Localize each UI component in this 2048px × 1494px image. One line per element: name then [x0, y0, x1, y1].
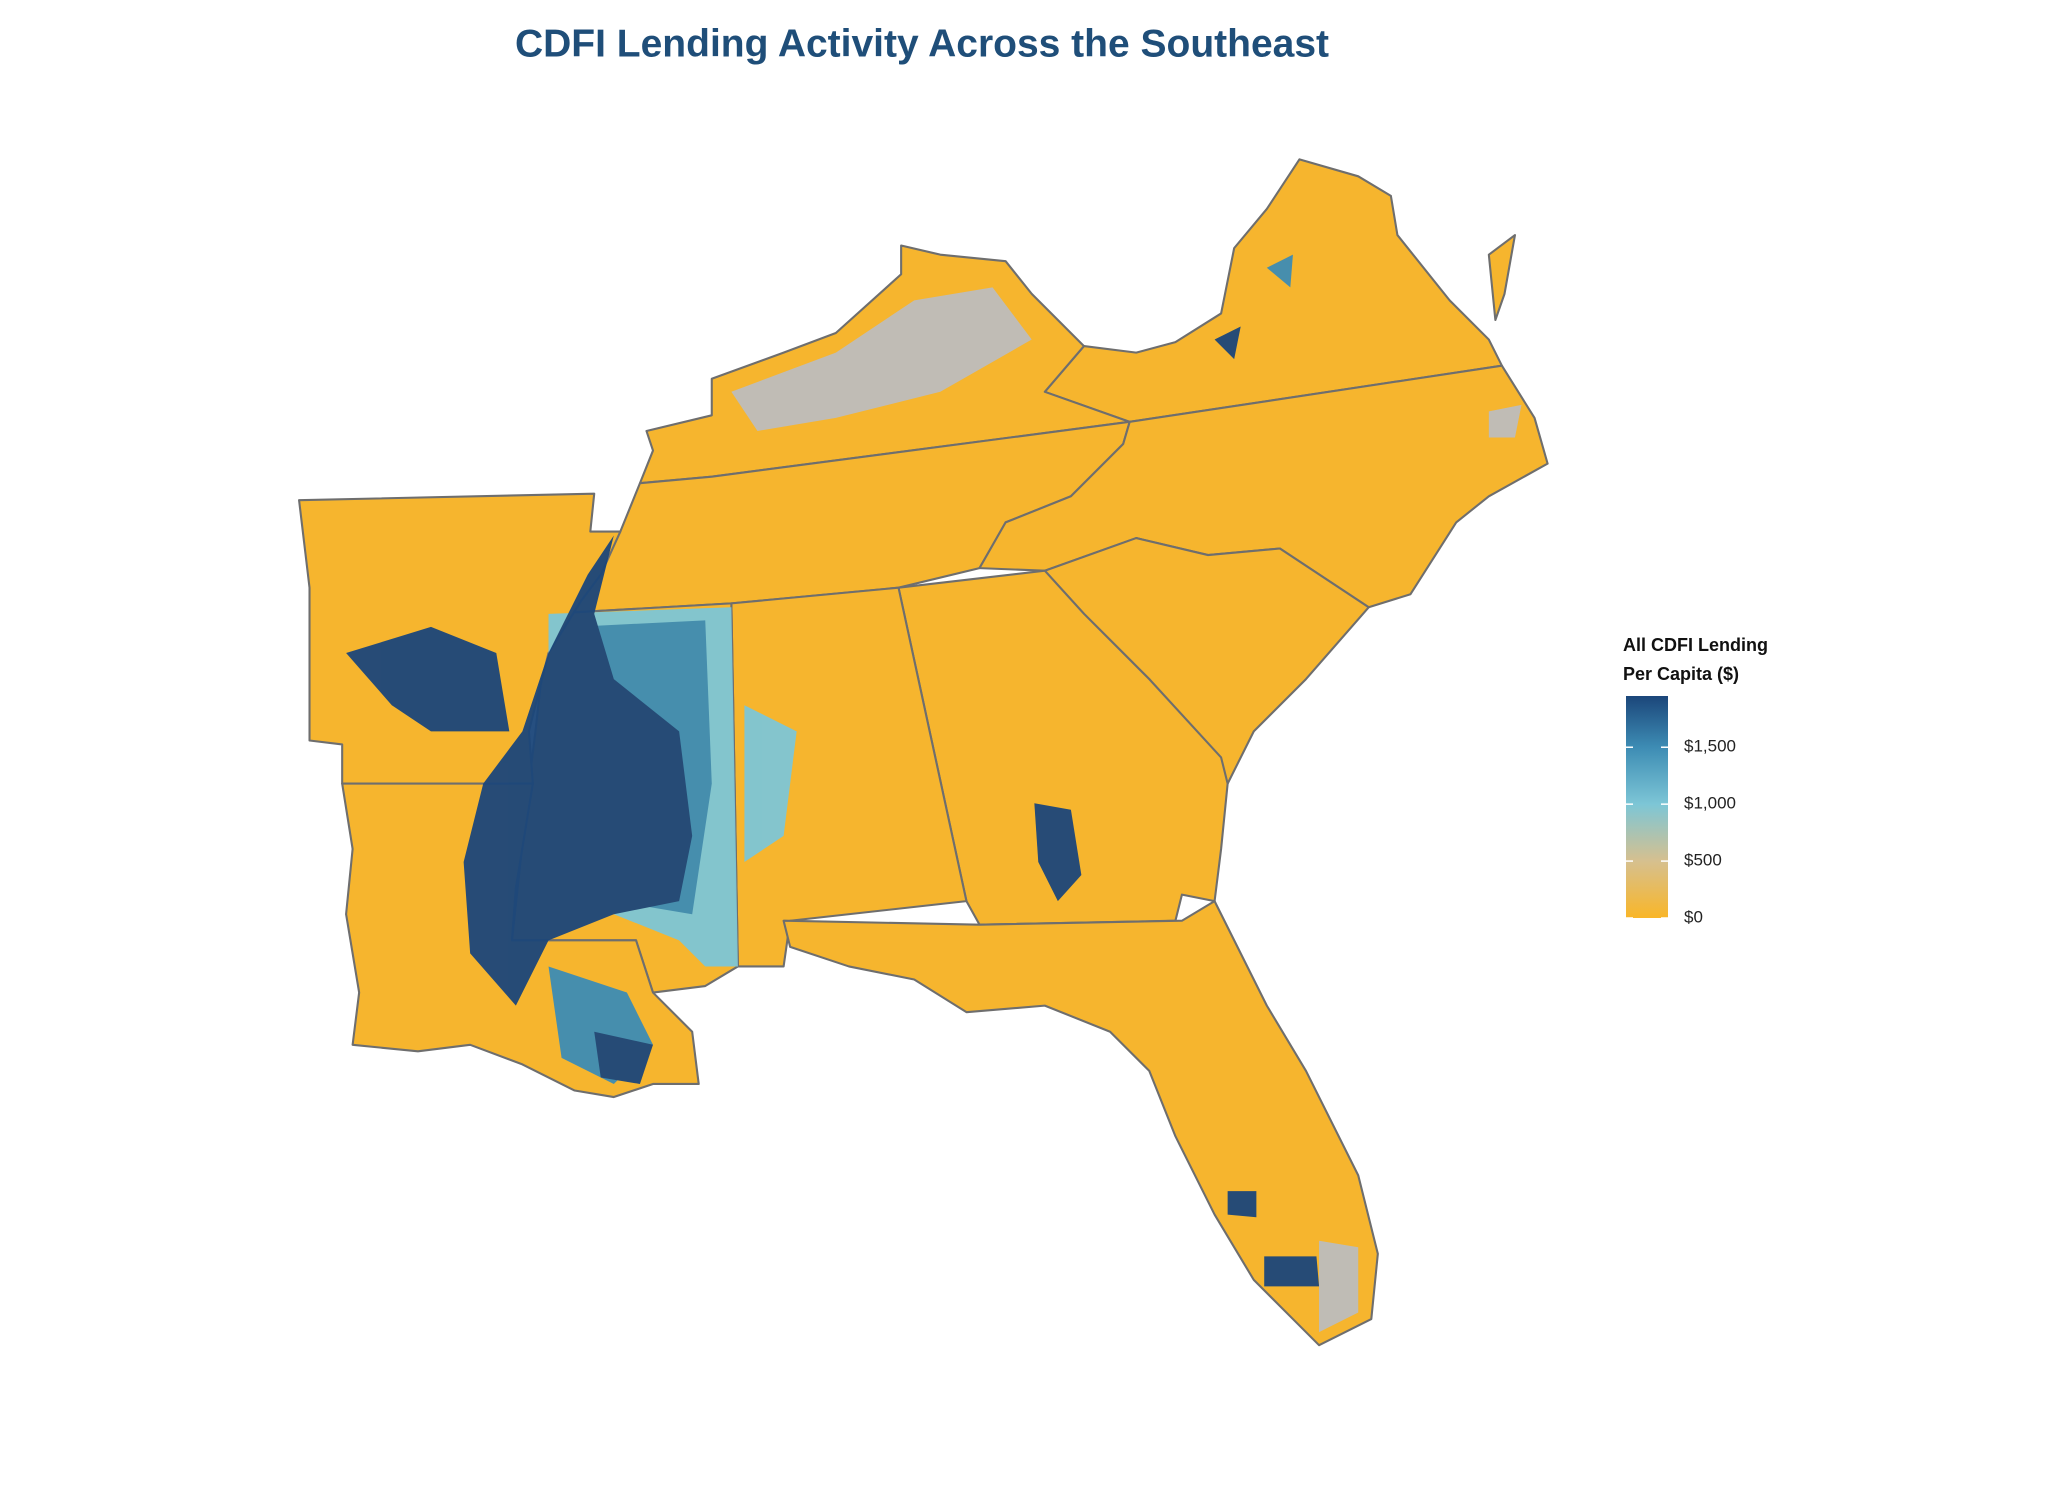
- dark-blue-area: [1264, 1256, 1320, 1287]
- legend-title: Per Capita ($): [1623, 664, 1739, 684]
- dark-blue-area: [463, 535, 693, 1006]
- delmarva: [1487, 234, 1517, 322]
- dark-blue-area: [594, 1031, 653, 1084]
- mid-blue-area: [1266, 254, 1293, 288]
- dark-blue-area: [1034, 803, 1082, 902]
- gray-area: [1488, 404, 1522, 438]
- light-blue-area: [744, 705, 797, 862]
- colorbar-tick-label: $1,000: [1684, 794, 1736, 813]
- gray-area: [731, 287, 1032, 431]
- colorbar-tick-label: $0: [1684, 907, 1703, 926]
- colorbar-tick-label: $500: [1684, 851, 1722, 870]
- dark-blue-area: [346, 626, 510, 732]
- colorbar: [1626, 696, 1668, 918]
- dark-blue-area: [1214, 326, 1241, 360]
- florida: [782, 900, 1379, 1347]
- virginia: [1043, 158, 1503, 423]
- gray-area: [1319, 1240, 1359, 1333]
- colorbar-tick-label: $1,500: [1684, 737, 1736, 756]
- legend: All CDFI Lending Per Capita ($) $0 $500 $1…: [1623, 635, 1768, 927]
- map: [298, 158, 1549, 1347]
- shading: [346, 254, 1522, 1333]
- map-title: CDFI Lending Activity Across the Southea…: [515, 22, 1329, 65]
- dark-blue-area: [1227, 1191, 1257, 1218]
- legend-title: All CDFI Lending: [1623, 635, 1768, 655]
